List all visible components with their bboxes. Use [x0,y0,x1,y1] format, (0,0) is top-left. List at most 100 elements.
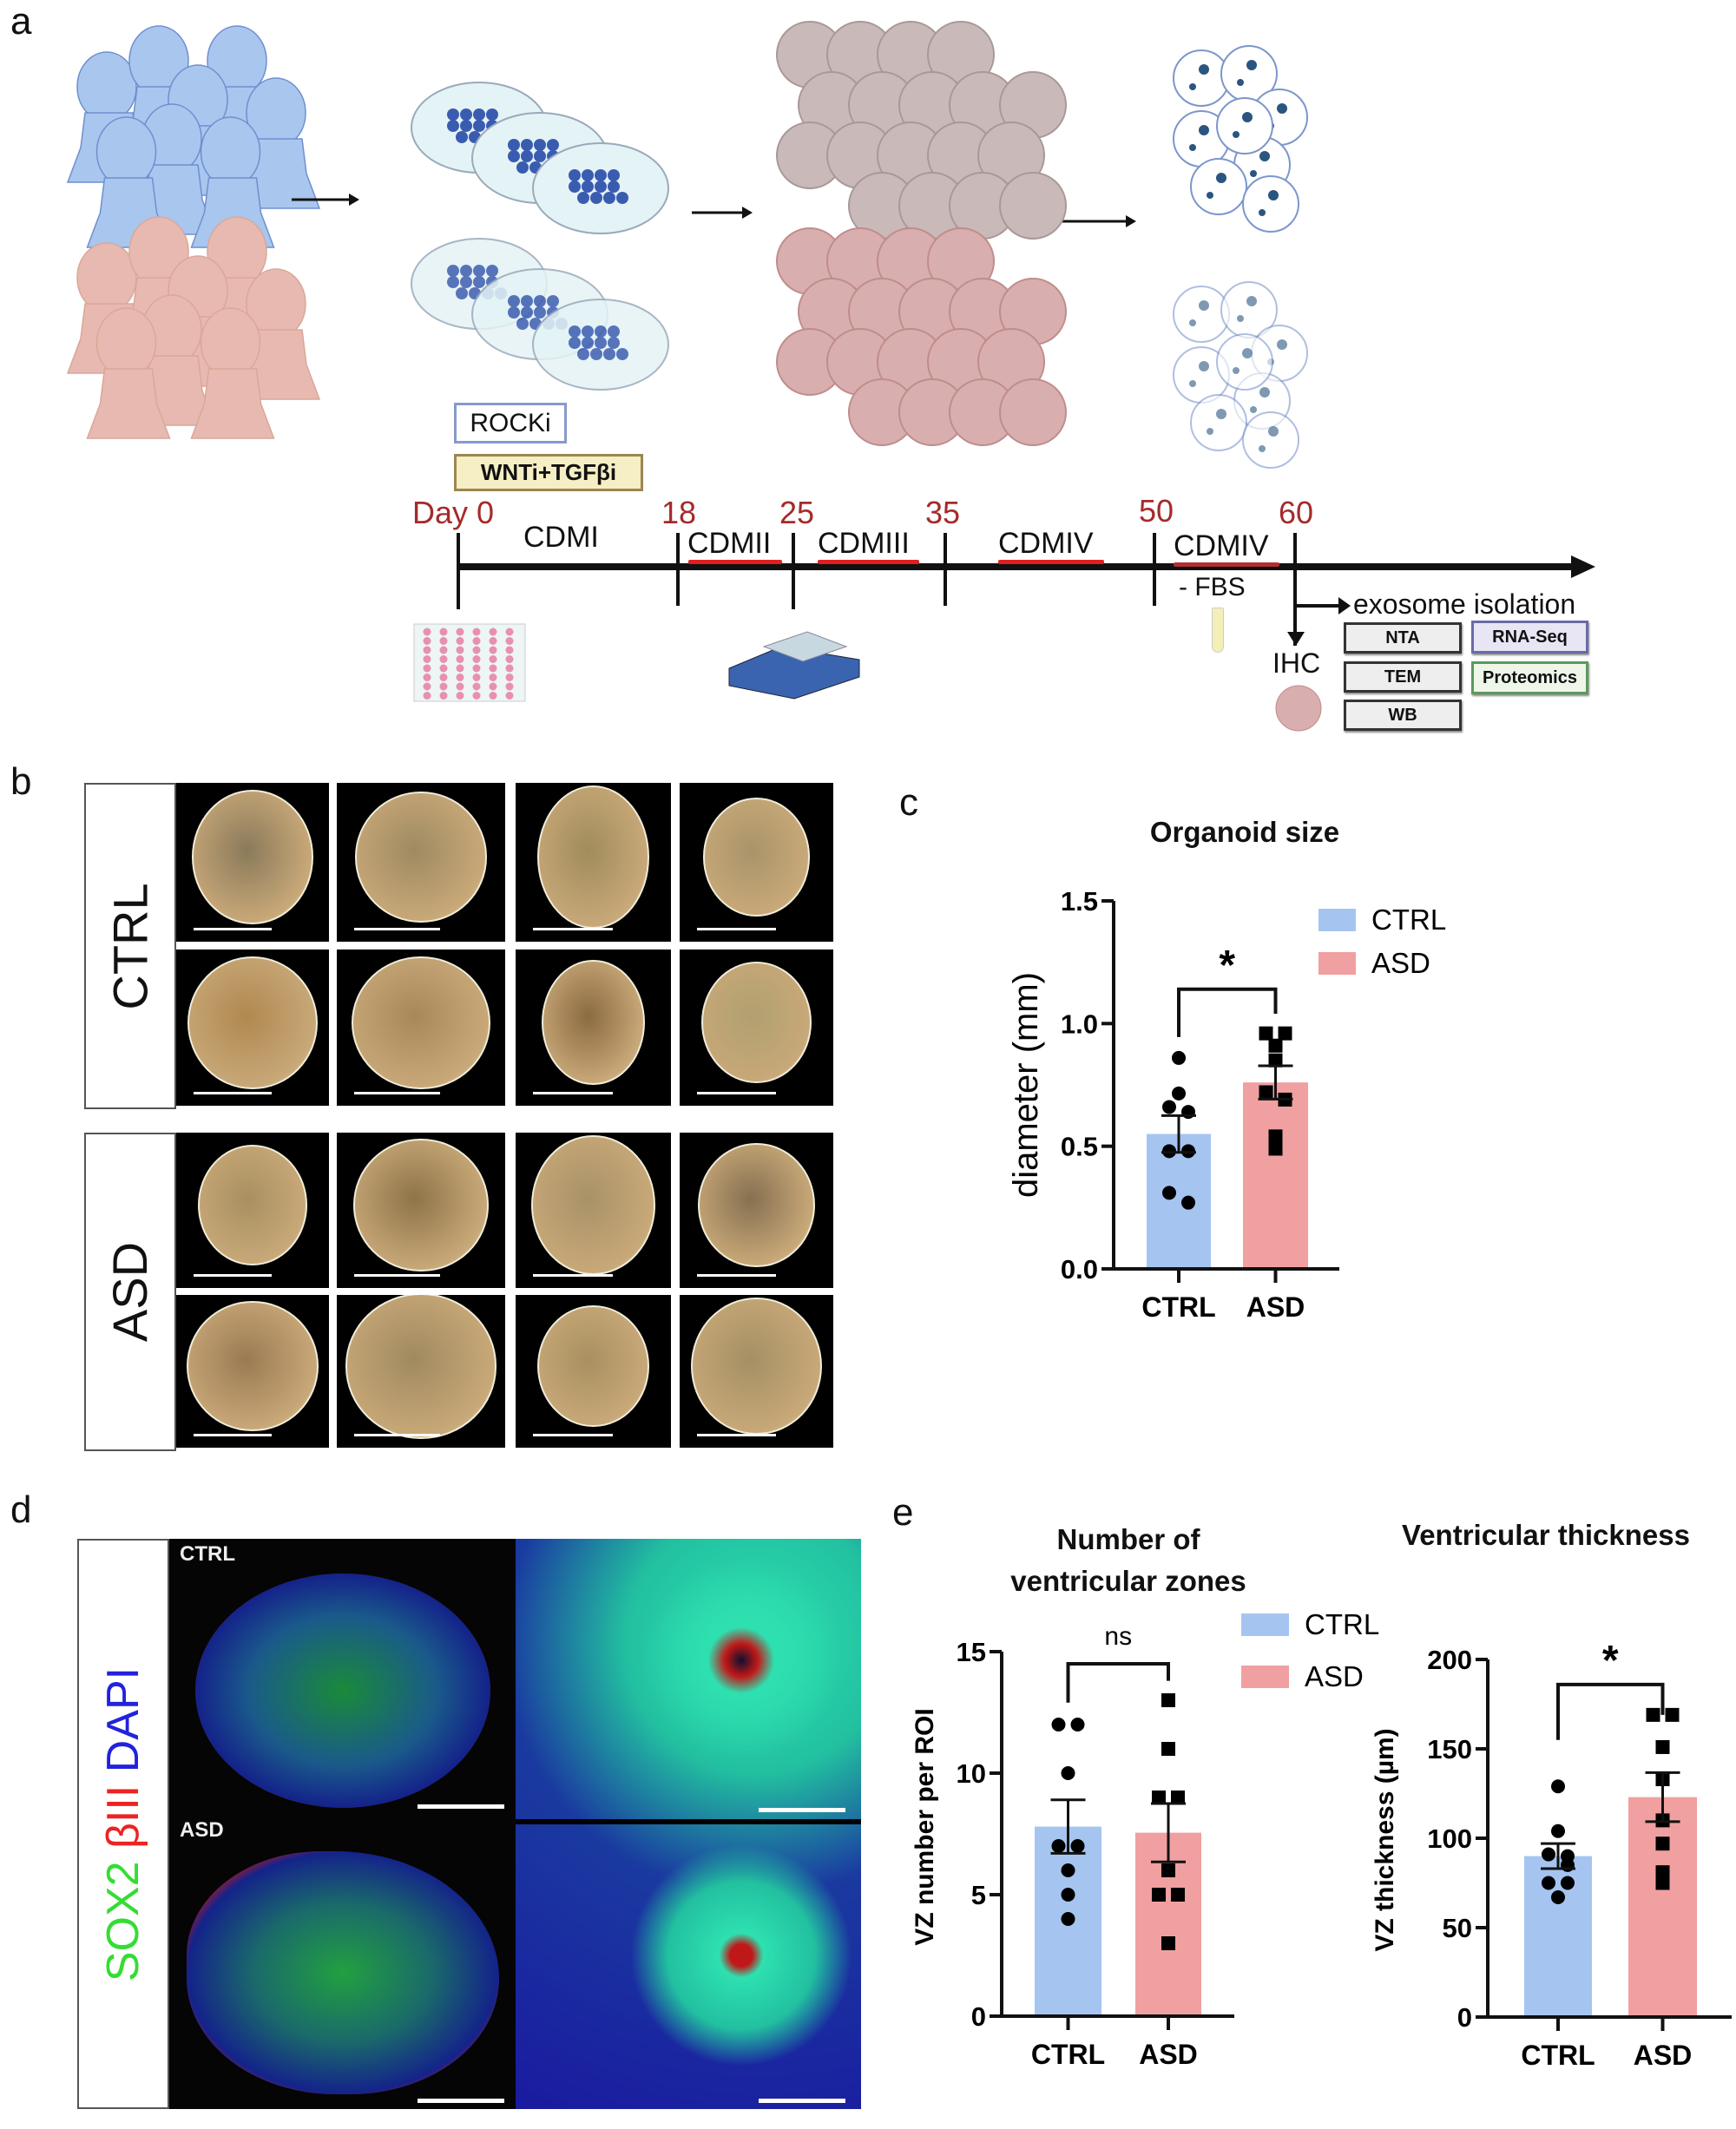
legend-swatch [1241,1613,1289,1636]
well [456,664,464,673]
petri-dish-icon [532,299,669,391]
shaker-plate [762,631,848,662]
well [505,646,514,654]
data-point [1152,1888,1166,1902]
ctrl-label: CTRL [180,1542,235,1566]
cell-colony [473,108,485,121]
well [456,655,464,663]
data-point [1655,1865,1670,1880]
data-point [1171,1888,1185,1902]
wnti-tgfbi-box: WNTi+TGFβi [454,454,643,491]
vesicle-dot [1259,387,1270,398]
scale-bar [418,1804,504,1809]
well [456,682,464,691]
organoid-asd-stain [187,1851,499,2094]
y-tick-label: 50 [1443,1913,1472,1943]
well [439,646,448,654]
x-tick-label: ASD [1246,1291,1305,1323]
organoid [197,1144,308,1266]
vesicle-dot [1189,380,1196,387]
day-label: 60 [1279,495,1314,530]
bar-asd [1243,1082,1308,1269]
vesicle-dot [1233,367,1240,374]
vesicle-dot [1233,131,1240,138]
stage-label: CDMII [687,527,772,560]
cell-colony [547,139,559,151]
cell-colony [608,169,620,181]
organoid-brightfield-image [680,950,833,1106]
well [439,674,448,681]
cell-colony [595,337,607,349]
stage-label: CDMIV [1174,529,1269,562]
well [456,646,464,654]
y-tick-label: 200 [1427,1645,1472,1675]
well [489,628,497,636]
y-axis-label: VZ number per ROI [911,1708,939,1945]
orbital-shaker-icon [728,631,860,700]
well [489,682,497,691]
data-point [1655,1837,1670,1851]
well [472,674,481,681]
well [505,655,514,663]
chart-0: 0.0 0.5 1.0 1.5 CTRL ASD diameter (mm) * CTRL ASD [1007,886,1446,1323]
legend-label: CTRL [1371,904,1446,936]
well [439,682,448,691]
assay-nta: NTA [1344,622,1462,654]
cell-colony [577,348,589,360]
cell-colony [603,192,615,204]
x-tick-label: CTRL [1521,2040,1595,2071]
data-point [1061,1863,1075,1877]
well [505,674,514,681]
legend-label: ASD [1371,947,1430,979]
cell-colony [608,337,620,349]
legend-swatch [1318,909,1356,931]
cell-colony [486,265,498,277]
vesicle-icon [1216,97,1273,154]
cell-colony [534,295,546,307]
vesicle-dot [1259,151,1270,161]
cell-colony [603,348,615,360]
cell-colony [460,108,472,121]
vesicle-icon [1216,333,1273,391]
cell-colony [447,276,459,288]
vesicle-dot [1199,64,1209,75]
cell-colony [486,108,498,121]
panel-label-b: b [10,760,32,803]
cell-colony [516,318,529,330]
organoid-brightfield-image [176,783,329,942]
cell-colony [569,181,581,193]
arrow-right-icon [349,194,359,206]
y-tick-label: 0 [1457,2002,1472,2033]
y-axis-label: diameter (mm) [1007,972,1045,1198]
organoid [537,785,649,929]
well [505,628,514,636]
arrow-right-icon [1338,597,1351,614]
data-point [1161,1742,1175,1756]
organoid [698,1142,815,1268]
assay-rnaseq: RNA-Seq [1471,621,1588,654]
assay-wb: WB [1344,700,1462,731]
x-tick-label: CTRL [1031,2039,1105,2070]
fbs-note: - FBS [1179,573,1246,601]
petri-dish-icon [532,142,669,234]
vesicle-icon [1190,394,1247,451]
data-point [1542,1847,1555,1862]
cell-colony [577,192,589,204]
cell-colony [447,265,459,277]
cell-colony [608,325,620,338]
well [489,664,497,673]
well [423,637,431,645]
y-tick-label: 0.0 [1061,1254,1098,1285]
cell-colony [595,169,607,181]
vesicle-dot [1199,300,1209,311]
data-point [1268,1038,1283,1053]
data-point [1181,1195,1195,1210]
scale-bar [533,928,613,930]
well [423,655,431,663]
scale-bar [194,1274,272,1277]
well [505,682,514,691]
scale-bar [194,928,272,930]
x-tick-label: ASD [1139,2039,1198,2070]
organoid-icon [999,378,1067,446]
